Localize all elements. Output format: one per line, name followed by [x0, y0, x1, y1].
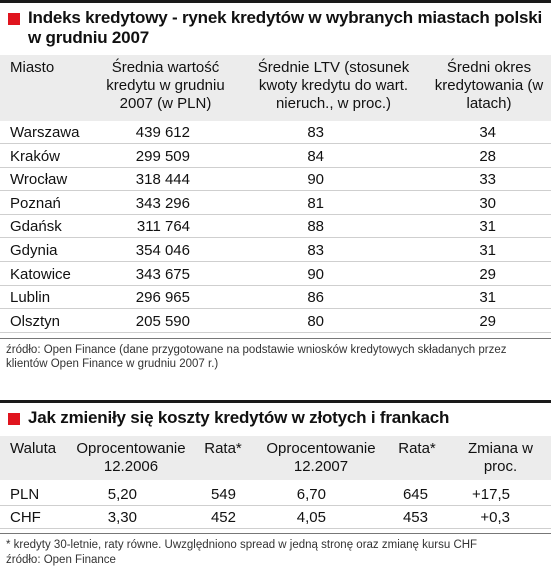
cell-city: Lublin: [10, 289, 51, 307]
table2-title-text: Jak zmieniły się koszty kredytów w złoty…: [28, 408, 450, 427]
table1-header: Miasto Średnia wartość kredytu w grudniu…: [0, 55, 551, 121]
table-row: Kraków 299 509 84 28: [0, 146, 551, 168]
cell-period: 30: [479, 194, 496, 212]
header-period: Średni okres kredytowania (w latach): [434, 59, 544, 112]
cell-currency: PLN: [10, 486, 40, 503]
cell-rate-2007: 6,70: [296, 486, 326, 503]
table-row: CHF 3,30 452 4,05 453 +0,3: [0, 507, 551, 529]
cell-period: 31: [479, 289, 496, 307]
top-rule: [0, 400, 551, 403]
cell-ltv: 80: [307, 312, 324, 330]
cell-avg-value: 354 046: [135, 242, 190, 259]
cell-rate-2006: 5,20: [107, 486, 137, 503]
cell-period: 31: [479, 242, 496, 259]
table-row: Poznań 343 296 81 30: [0, 193, 551, 215]
table1-title: Indeks kredytowy - rynek kredytów w wybr…: [8, 8, 548, 48]
cell-ltv: 84: [307, 147, 324, 165]
cell-ltv: 83: [307, 124, 324, 141]
credit-index-panel: Indeks kredytowy - rynek kredytów w wybr…: [0, 0, 551, 370]
cell-avg-value: 299 509: [135, 147, 190, 165]
cell-avg-value: 343 296: [135, 194, 190, 212]
cell-ltv: 83: [307, 242, 324, 259]
credit-cost-panel: Jak zmieniły się koszty kredytów w złoty…: [0, 400, 551, 574]
cell-avg-value: 318 444: [135, 171, 190, 189]
table-row: Lublin 296 965 86 31: [0, 287, 551, 310]
cell-installment-2006: 549: [210, 486, 236, 503]
red-square-icon: [8, 413, 20, 425]
header-rate-2007: Oprocentowanie 12.2007: [266, 440, 376, 475]
header-ltv: Średnie LTV (stosunek kwoty kredytu do w…: [257, 59, 410, 112]
cell-period: 33: [479, 171, 496, 189]
header-avg-value: Średnia wartość kredytu w grudniu 2007 (…: [106, 59, 225, 112]
table1-source: źródło: Open Finance (dane przygotowane …: [6, 344, 507, 370]
table2-header: Waluta Oprocentowanie 12.2006 Rata* Opro…: [0, 436, 551, 480]
cell-ltv: 86: [307, 289, 324, 307]
header-installment-2006: Rata*: [204, 440, 242, 457]
table1-title-text: Indeks kredytowy - rynek kredytów w wybr…: [28, 8, 543, 47]
cell-city: Poznań: [10, 194, 61, 212]
cell-avg-value: 311 764: [136, 218, 190, 236]
cell-avg-value: 439 612: [135, 124, 190, 141]
cell-city: Gdynia: [10, 242, 58, 259]
table1-bottom-rule: [0, 338, 551, 339]
table-row: Wrocław 318 444 90 33: [0, 169, 551, 192]
header-city: Miasto: [10, 59, 55, 76]
cell-ltv: 88: [307, 218, 324, 236]
top-rule: [0, 0, 551, 3]
cell-change: +17,5: [472, 486, 510, 503]
cell-city: Kraków: [10, 147, 61, 165]
cell-ltv: 90: [307, 265, 324, 283]
cell-city: Gdańsk: [10, 218, 62, 236]
table-row: Warszawa 439 612 83 34: [0, 122, 551, 144]
cell-installment-2007: 453: [402, 509, 428, 526]
header-rate-2006: Oprocentowanie 12.2006: [76, 440, 186, 475]
cell-ltv: 90: [307, 171, 324, 189]
cell-period: 34: [479, 124, 496, 141]
table-row: Katowice 343 675 90 29: [0, 264, 551, 286]
red-square-icon: [8, 13, 20, 25]
header-currency: Waluta: [10, 440, 57, 457]
table2-title: Jak zmieniły się koszty kredytów w złoty…: [8, 408, 548, 428]
table-row: Olsztyn 205 590 80 29: [0, 311, 551, 333]
cell-period: 29: [479, 265, 496, 283]
cell-city: Katowice: [10, 265, 71, 283]
cell-period: 31: [479, 218, 496, 236]
table2-bottom-rule: [0, 533, 551, 534]
table2-footnote: * kredyty 30-letnie, raty równe. Uwzględ…: [6, 539, 478, 551]
cell-city: Warszawa: [10, 124, 80, 141]
cell-city: Wrocław: [10, 171, 68, 189]
cell-avg-value: 205 590: [135, 312, 190, 330]
header-change: Zmiana w proc.: [467, 440, 534, 475]
cell-installment-2007: 645: [402, 486, 428, 503]
cell-ltv: 81: [307, 194, 324, 212]
cell-avg-value: 343 675: [135, 265, 190, 283]
cell-avg-value: 296 965: [135, 289, 190, 307]
header-installment-2007: Rata*: [398, 440, 436, 457]
cell-installment-2006: 452: [210, 509, 236, 526]
table-row: Gdańsk 311 764 88 31: [0, 216, 551, 239]
cell-period: 28: [479, 147, 496, 165]
table-row: Gdynia 354 046 83 31: [0, 240, 551, 262]
table-row: PLN 5,20 549 6,70 645 +17,5: [0, 484, 551, 506]
cell-currency: CHF: [10, 509, 41, 526]
cell-rate-2006: 3,30: [107, 509, 137, 526]
cell-rate-2007: 4,05: [296, 509, 326, 526]
cell-change: +0,3: [480, 509, 510, 526]
cell-period: 29: [479, 312, 496, 330]
cell-city: Olsztyn: [10, 312, 61, 330]
table2-source: źródło: Open Finance: [6, 554, 116, 566]
